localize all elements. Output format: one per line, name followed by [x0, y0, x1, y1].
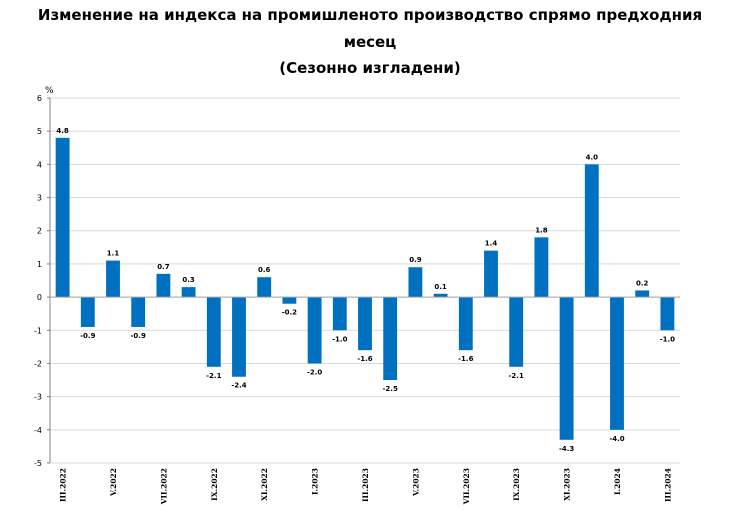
x-tick-label: IX.2023 — [512, 468, 521, 501]
data-label: -2.1 — [206, 372, 221, 380]
bar-II.2024 — [635, 290, 650, 298]
y-tick-label: 3 — [37, 194, 42, 203]
y-axis-unit-label: % — [45, 86, 54, 96]
bar-II.2023 — [332, 297, 347, 331]
x-tick-label: III.2022 — [59, 468, 68, 502]
data-label: -0.2 — [282, 309, 297, 317]
bar-III.2024 — [660, 297, 675, 331]
bar-V.2022 — [106, 260, 120, 298]
axes: 6 5 4 3 2 1 0 -1 -2 -3 -4 -5 III.2022 V.2022 VII.2022 I… — [34, 94, 680, 505]
bar-III.2022 — [55, 137, 70, 298]
x-tick-label: V.2022 — [109, 468, 118, 497]
bar-XII.2022 — [282, 297, 297, 304]
y-tick-label: -1 — [34, 326, 42, 335]
data-label: -1.6 — [458, 355, 473, 363]
x-tick-label: I.2023 — [311, 468, 320, 495]
data-label: 0.6 — [258, 266, 271, 274]
x-tick-label: III.2023 — [361, 468, 370, 502]
chart-title-line-2: месец — [343, 33, 397, 51]
data-label: -0.9 — [80, 332, 95, 340]
data-label: 1.4 — [485, 240, 498, 248]
data-label: 0.2 — [636, 279, 649, 287]
y-tick-label: -5 — [34, 459, 42, 468]
x-tick-label: XI.2022 — [260, 468, 269, 501]
bar-I.2023 — [307, 297, 322, 364]
y-tick-label: -3 — [34, 393, 42, 402]
y-tick-label: 0 — [37, 293, 42, 302]
bar-VIII.2023 — [484, 250, 498, 298]
data-label: -2.1 — [509, 372, 524, 380]
data-label: -2.0 — [307, 368, 322, 376]
bars — [55, 137, 675, 440]
data-label: 1.1 — [107, 250, 120, 258]
data-label: 4.8 — [56, 127, 69, 135]
bar-VII.2023 — [458, 297, 473, 351]
bar-IX.2022 — [206, 297, 221, 367]
x-tick-label: VII.2022 — [159, 468, 168, 505]
x-tick-label: VII.2023 — [462, 468, 471, 505]
data-label: -4.3 — [559, 445, 574, 453]
y-tick-label: 6 — [37, 94, 42, 103]
y-tick-label: 4 — [37, 160, 42, 169]
y-tick-label: -2 — [34, 359, 42, 368]
y-tick-label: 5 — [37, 127, 42, 136]
x-tick-label: V.2023 — [411, 468, 420, 497]
bar-XII.2023 — [584, 164, 599, 298]
bar-I.2024 — [610, 297, 624, 430]
data-label: -0.9 — [131, 332, 146, 340]
x-tick-label: III.2024 — [663, 468, 672, 502]
data-label: -2.4 — [231, 382, 246, 390]
bar-V.2023 — [408, 267, 423, 298]
data-label: -4.0 — [609, 435, 624, 443]
bar-XI.2023 — [559, 297, 574, 440]
x-tick-label: IX.2022 — [210, 468, 219, 501]
data-label: 0.9 — [409, 256, 422, 264]
data-label: -1.0 — [332, 335, 347, 343]
x-tick-label: XI.2023 — [563, 468, 572, 501]
data-label: -2.5 — [383, 385, 398, 393]
data-label: 1.8 — [535, 226, 548, 234]
bar-VIII.2022 — [181, 287, 196, 298]
chart-subtitle: (Сезонно изгладени) — [279, 59, 461, 77]
bar-X.2023 — [534, 237, 549, 298]
bar-X.2022 — [232, 297, 246, 377]
bar-VII.2022 — [156, 273, 171, 298]
bar-IV.2022 — [80, 297, 95, 327]
chart-title-line-1: Изменение на индекса на промишленото про… — [37, 6, 703, 24]
bar-III.2023 — [358, 297, 372, 351]
y-tick-label: -4 — [34, 426, 42, 435]
data-label: 4.0 — [586, 153, 599, 161]
data-label: -1.6 — [357, 355, 372, 363]
bar-IV.2023 — [383, 297, 398, 381]
y-tick-label: 2 — [37, 227, 42, 236]
data-label: 0.1 — [434, 283, 447, 291]
bar-VI.2023 — [433, 293, 448, 298]
bar-VI.2022 — [131, 297, 146, 327]
data-labels: 4.8 -0.9 1.1 -0.9 0.7 0.3 -2.1 -2.4 0.6 -0.2 -2.0 -… — [56, 127, 675, 453]
y-tick-label: 1 — [37, 260, 42, 269]
data-label: -1.0 — [660, 335, 675, 343]
data-label: 0.3 — [182, 276, 195, 284]
bar-XI.2022 — [257, 277, 272, 298]
bar-IX.2023 — [509, 297, 524, 367]
data-label: 0.7 — [157, 263, 170, 271]
x-tick-label: I.2024 — [613, 468, 622, 495]
